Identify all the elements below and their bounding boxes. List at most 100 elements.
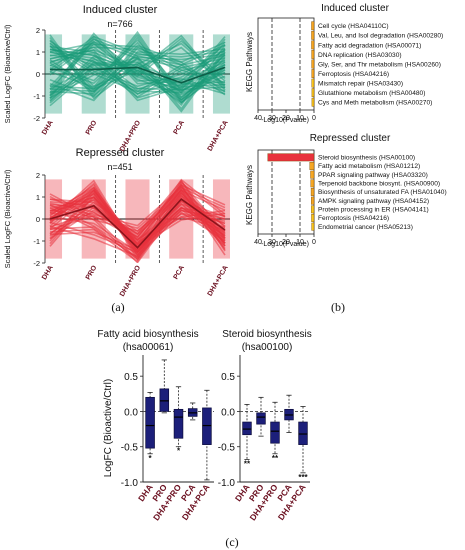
repressed-profile-series-line — [49, 183, 226, 251]
repressed-profile-chart: Repressed cluster n=451 Scaled LogFC (Bi… — [3, 147, 230, 298]
induced-profile-series-line — [49, 36, 226, 102]
induced-kegg-category-label: Val, Leu, and Isol degradation (HSA00280… — [318, 33, 443, 40]
repressed-kegg-bar — [310, 188, 315, 196]
induced-kegg-xtick-label: 20 — [282, 115, 290, 122]
fatty-acid-box-box — [145, 396, 155, 449]
induced-kegg-ylabel: KEGG Pathways — [245, 32, 254, 92]
fatty-acid-box-ytick-label: 0.0 — [124, 407, 138, 418]
repressed-profile-series-line — [49, 186, 226, 239]
repressed-kegg-xtick-label: 40 — [254, 239, 262, 246]
induced-profile-density-band — [45, 34, 63, 114]
induced-profile-series-line — [49, 48, 226, 102]
induced-profile-xtick-label: DHA+PCA — [207, 120, 230, 153]
repressed-kegg-category-label: Steroid biosynthesis (HSA00100) — [318, 155, 415, 162]
repressed-kegg-category-label: Fatty acid metabolism (HSA01212) — [318, 163, 420, 170]
steroid-box-ytick-label: 0.5 — [221, 372, 235, 383]
repressed-kegg-xtick-label: 30 — [268, 239, 276, 246]
induced-kegg-category-label: Glutathione metabolism (HSA00480) — [318, 90, 425, 97]
repressed-kegg-bar — [309, 162, 315, 170]
repressed-profile-series-line — [49, 187, 226, 246]
repressed-profile-density-band — [81, 179, 106, 259]
repressed-kegg-category-label: Protein processing in ER (HSA04141) — [318, 207, 429, 214]
repressed-kegg-xlabel: -Log10(Pvalue) — [261, 241, 309, 248]
repressed-profile-mean-line — [49, 198, 226, 249]
fatty-acid-box-significance: * — [177, 447, 181, 456]
fatty-acid-box-ylabel: LogFC (Bioactive/Ctrl) — [103, 379, 114, 477]
steroid-box-significance: ** — [272, 454, 279, 463]
repressed-kegg-ylabel: KEGG Pathways — [245, 165, 254, 225]
induced-profile-series-line — [49, 50, 226, 90]
repressed-kegg-category-label: PPAR signaling pathway (HSA03320) — [318, 172, 428, 179]
repressed-profile-xtick-label: PCA — [173, 265, 186, 281]
induced-kegg-bar — [311, 97, 315, 107]
panel-label-c: (c) — [225, 535, 238, 549]
steroid-box-box — [270, 421, 280, 444]
induced-profile-series-line — [49, 40, 226, 88]
induced-kegg-xlabel: -Log10(Pvalue) — [261, 117, 309, 124]
steroid-box-chart: Steroid biosynthesis (hsa00100) 0.5 0.0 -0… — [218, 329, 312, 522]
induced-profile-series-line — [49, 51, 226, 113]
induced-profile-series-line — [49, 45, 226, 93]
repressed-profile-ytick-label: -1 — [33, 237, 40, 246]
repressed-profile-ytick-label: 2 — [36, 171, 40, 180]
fatty-acid-box-subtitle: (hsa00061) — [123, 342, 174, 353]
steroid-box-significance: *** — [298, 473, 308, 482]
steroid-box-xtick-label: DHA — [233, 482, 252, 503]
repressed-kegg-frame — [257, 149, 315, 235]
repressed-profile-n: n=451 — [107, 162, 132, 172]
induced-kegg-chart: Induced cluster KEGG Pathways 40 30 20 10 0 C… — [245, 3, 443, 124]
induced-profile-series-line — [49, 56, 226, 104]
induced-kegg-bar — [311, 78, 315, 88]
repressed-profile-density-band — [125, 179, 150, 259]
induced-kegg-category-label: Cell cycle (HSA04110C) — [318, 23, 389, 30]
repressed-profile-density-band — [45, 179, 63, 259]
fatty-acid-box-ytick-label: -0.5 — [121, 443, 139, 454]
steroid-box-ytick-label: 0.0 — [221, 407, 235, 418]
induced-kegg-category-label: Mismatch repair (HSA03430) — [318, 81, 403, 88]
repressed-profile-xtick-label: DHA — [41, 265, 55, 282]
induced-profile-xtick-label: DHA — [41, 120, 55, 137]
repressed-kegg-bar — [311, 205, 315, 214]
fatty-acid-box-ytick-label: 0.5 — [124, 372, 138, 383]
induced-profile-mean-line — [50, 66, 226, 84]
steroid-box-box — [256, 412, 266, 425]
induced-profile-density-band — [81, 34, 106, 114]
repressed-profile-xtick-label: PRO — [85, 264, 99, 281]
repressed-kegg-xtick-label: 0 — [312, 239, 316, 246]
repressed-kegg-bar — [311, 214, 315, 222]
repressed-profile-density-band — [212, 179, 230, 259]
induced-kegg-bar — [311, 69, 315, 78]
induced-profile-n: n=766 — [107, 19, 132, 29]
repressed-profile-density-band — [169, 179, 194, 259]
induced-profile-series-line — [49, 48, 226, 96]
fatty-acid-box-box — [173, 408, 184, 439]
repressed-kegg-bar — [311, 196, 315, 205]
induced-profile-series-line — [49, 42, 226, 90]
repressed-profile-ytick-label: 0 — [36, 215, 40, 224]
induced-kegg-bar — [311, 59, 315, 69]
induced-kegg-category-label: Ferroptosis (HSA04216) — [318, 71, 389, 78]
repressed-kegg-chart: Repressed cluster KEGG Pathways 40 30 20 10… — [245, 133, 447, 248]
induced-profile-density-band — [212, 34, 230, 114]
induced-profile-ytick-label: 2 — [36, 26, 40, 35]
induced-profile-density-band — [169, 34, 194, 114]
induced-kegg-category-label: DNA replication (HSA03030) — [318, 52, 402, 59]
steroid-box-significance: ** — [244, 459, 251, 468]
repressed-kegg-title: Repressed cluster — [310, 133, 391, 144]
induced-profile-density-band — [125, 34, 150, 114]
repressed-kegg-bar — [310, 170, 315, 179]
induced-kegg-category-label: Fatty acid degradation (HSA00071) — [318, 42, 421, 49]
induced-kegg-bar — [311, 88, 315, 98]
repressed-profile-ylabel: Scaled LogFC (Bioactive/Ctrl) — [3, 169, 12, 268]
induced-profile-ytick-label: -2 — [33, 114, 40, 123]
induced-kegg-category-label: Gly, Ser, and Thr metabolism (HSA00260) — [318, 61, 441, 68]
fatty-acid-box-title: Fatty acid biosynthesis — [97, 329, 198, 340]
fatty-acid-box-chart: Fatty acid biosynthesis (hsa00061) LogFC… — [97, 329, 214, 522]
panel-label-a: (a) — [111, 300, 124, 314]
repressed-profile-title: Repressed cluster — [76, 147, 165, 159]
induced-kegg-bar — [311, 21, 315, 31]
repressed-profile-series-line — [49, 199, 226, 243]
induced-kegg-frame — [257, 17, 315, 111]
induced-profile-ytick-label: -1 — [33, 92, 40, 101]
